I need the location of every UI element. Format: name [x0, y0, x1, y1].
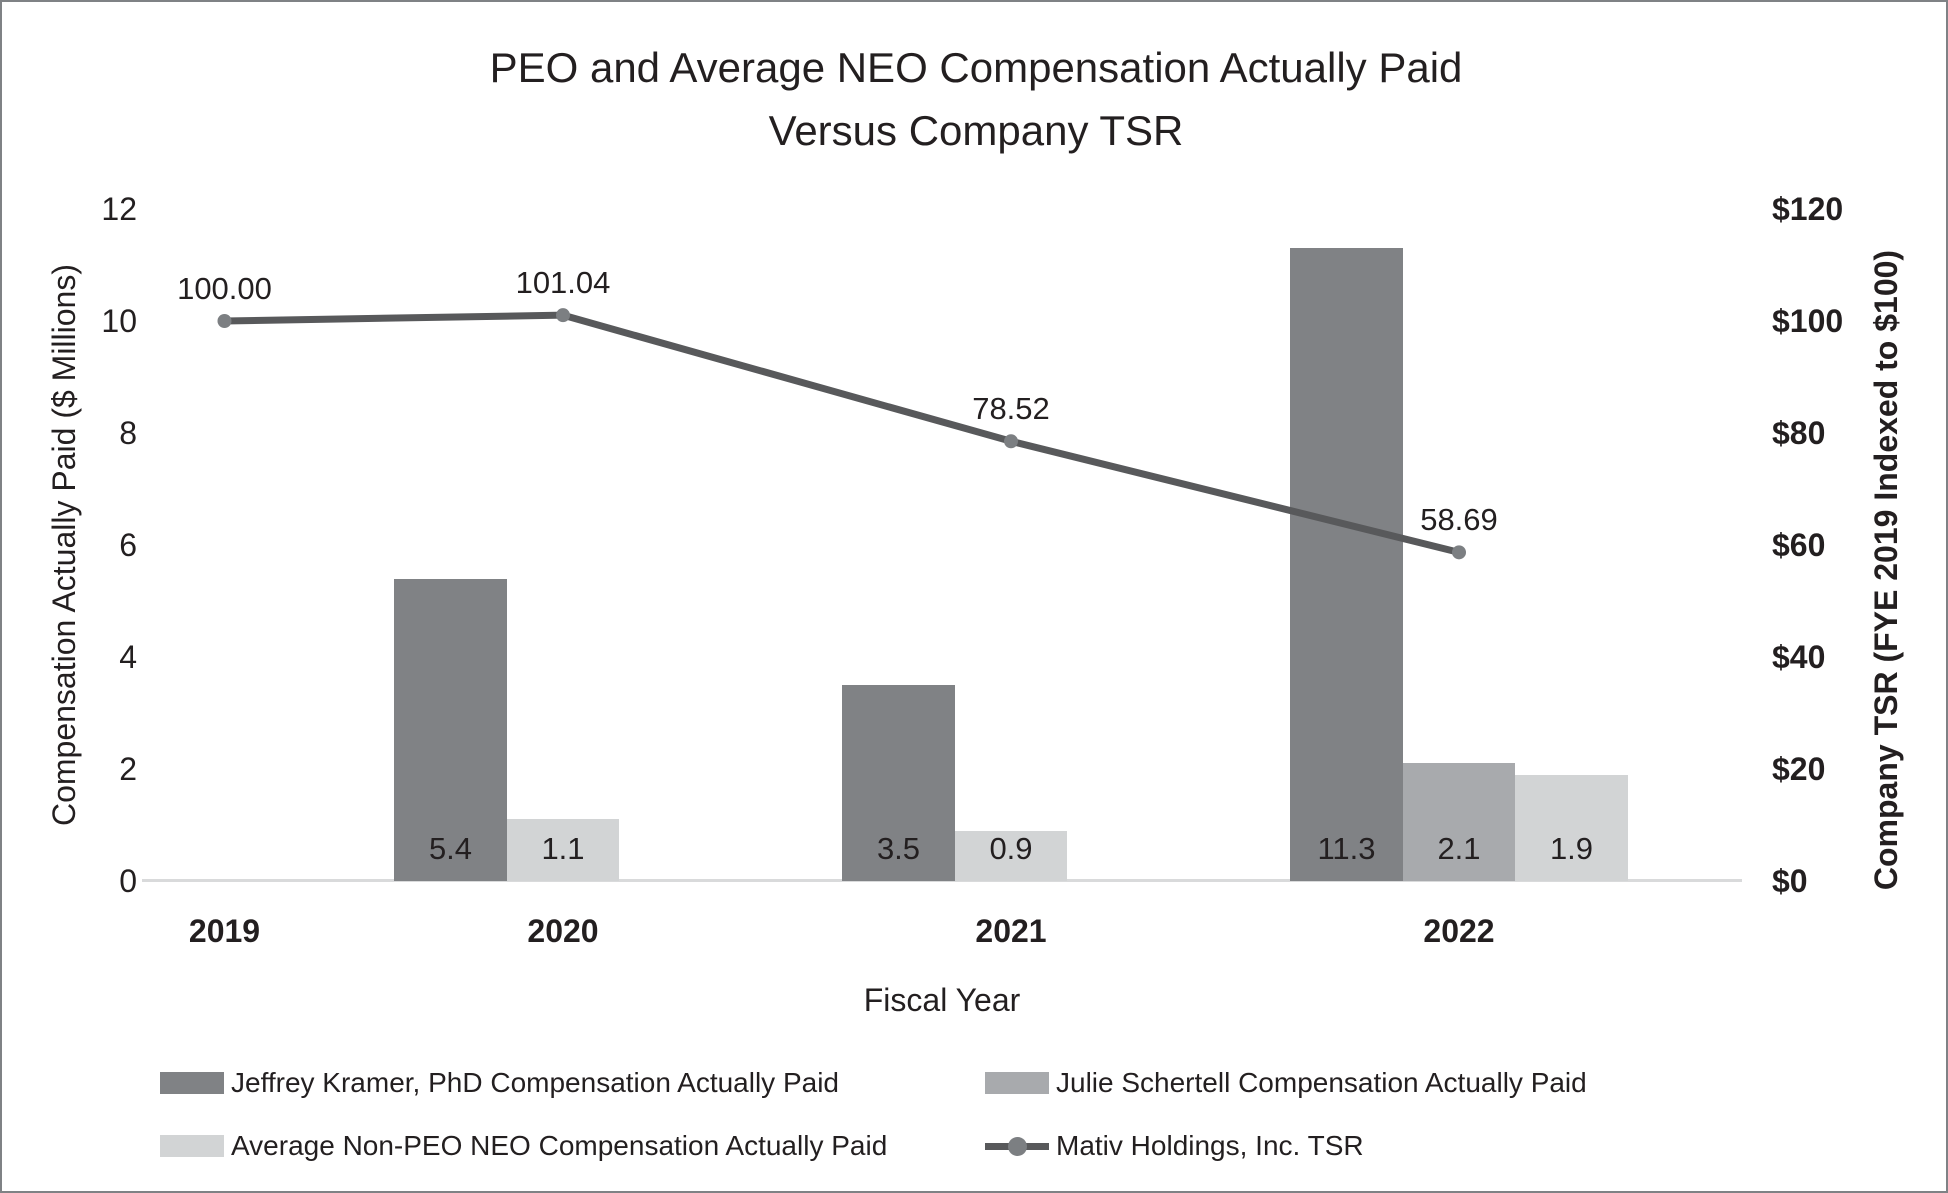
chart-title-line1: PEO and Average NEO Compensation Actuall… [489, 44, 1463, 91]
left-tick-label: 8 [119, 415, 137, 451]
bar-2022 [1402, 763, 1516, 881]
legend-item-mativ-tsr: Mativ Holdings, Inc. TSR [985, 1130, 1364, 1161]
chart-title-line2: Versus Company TSR [768, 107, 1184, 154]
bar-label: 3.5 [876, 831, 921, 866]
bar-2020 [506, 819, 620, 881]
bar-label: 5.4 [428, 831, 473, 866]
bar-label: 0.9 [989, 831, 1033, 866]
tsr-marker [556, 308, 570, 323]
right-tick-label: $120 [1772, 191, 1844, 227]
right-tick-label: $60 [1772, 527, 1826, 563]
tsr-point-label: 100.00 [177, 271, 272, 306]
legend-swatch-julie-schertell [985, 1072, 1049, 1094]
left-tick-label: 2 [119, 751, 137, 787]
bar-2020 [394, 578, 507, 881]
bar-label: 1.1 [541, 831, 585, 866]
legend-label: Julie Schertell Compensation Actually Pa… [1056, 1067, 1587, 1098]
tsr-point-label: 101.04 [515, 265, 611, 301]
right-tick-label: $0 [1772, 863, 1808, 899]
right-tick-label: $20 [1772, 751, 1826, 787]
bar-label: 11.3 [1317, 831, 1376, 866]
tsr-line [224, 311, 1460, 556]
tsr-marker [1452, 545, 1466, 560]
left-tick-label: 12 [101, 191, 137, 227]
x-tick-label: 2021 [975, 913, 1047, 949]
left-tick-label: 6 [119, 527, 137, 563]
left-tick-label: 10 [101, 303, 137, 339]
legend-item-julie-schertell: Julie Schertell Compensation Actually Pa… [985, 1067, 1587, 1098]
bar-label: 1.9 [1549, 831, 1594, 866]
x-tick-label: 2022 [1423, 913, 1495, 949]
tsr-point-label: 58.69 [1420, 502, 1498, 538]
right-tick-label: $40 [1772, 639, 1826, 675]
right-tick-label: $80 [1772, 415, 1826, 451]
legend-line-marker [985, 1135, 1049, 1157]
bar-label: 2.1 [1437, 831, 1481, 866]
right-tick-label: $100 [1772, 303, 1844, 339]
tsr-point-label: 78.52 [972, 391, 1050, 427]
bar-2022 [1515, 774, 1628, 881]
legend-swatch-average-non-peo [160, 1135, 224, 1157]
legend-label: Jeffrey Kramer, PhD Compensation Actuall… [231, 1067, 840, 1098]
legend-label: Mativ Holdings, Inc. TSR [1056, 1130, 1364, 1161]
x-tick-label: 2019 [188, 913, 261, 949]
legend-item-jeffrey-kramer: Jeffrey Kramer, PhD Compensation Actuall… [160, 1067, 840, 1098]
tsr-marker [217, 314, 232, 328]
x-axis-title: Fiscal Year [863, 982, 1021, 1018]
tsr-marker [1004, 434, 1018, 449]
bar-2021 [954, 830, 1068, 881]
legend-swatch-jeffrey-kramer [160, 1072, 224, 1094]
legend-label: Average Non-PEO NEO Compensation Actuall… [231, 1130, 888, 1161]
legend-item-average-non-peo: Average Non-PEO NEO Compensation Actuall… [160, 1130, 888, 1161]
bar-2021 [842, 685, 955, 881]
left-tick-label: 0 [119, 863, 137, 899]
x-tick-label: 2020 [527, 913, 599, 949]
left-tick-label: 4 [119, 639, 137, 675]
bar-2022 [1290, 248, 1403, 881]
